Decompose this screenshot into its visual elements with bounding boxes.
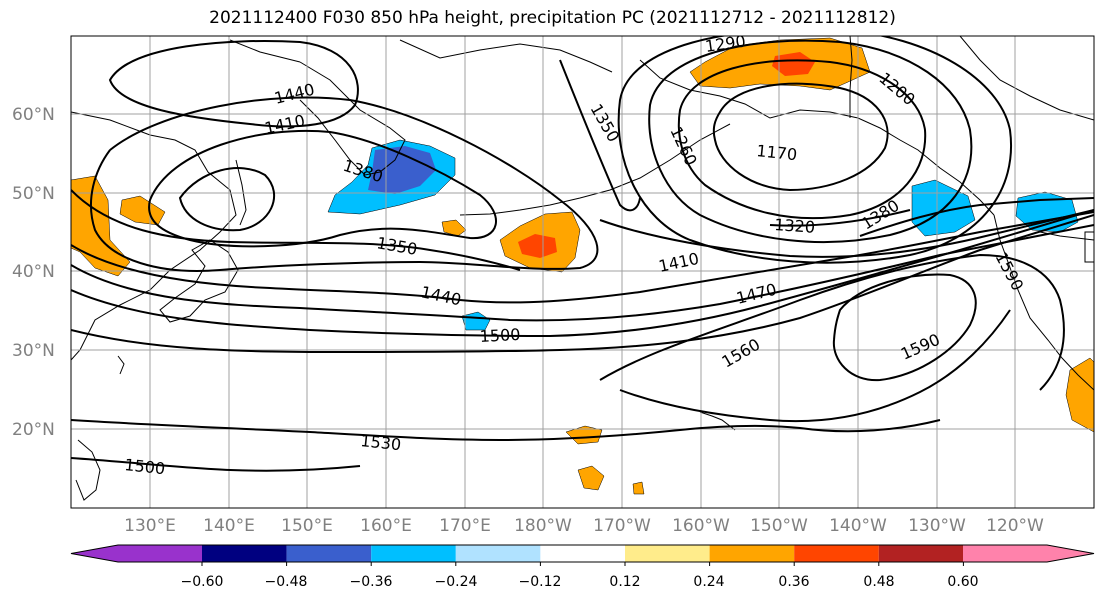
map-frame: [70, 35, 1095, 509]
colorbar-tick-label: −0.24: [435, 574, 478, 590]
lon-label: 150°W: [750, 516, 808, 536]
map-area: 1440 1410 1290 1350 1260 1200 1170 1380 …: [70, 31, 1095, 509]
coast-asia-east: [71, 111, 237, 361]
precip-tropical-2: [577, 465, 605, 491]
figure-title: 2021112400 F030 850 hPa height, precipit…: [209, 8, 896, 28]
precip-tropical-3: [632, 481, 645, 495]
coast-alaska: [639, 59, 995, 216]
coast-state-lines: [1084, 231, 1094, 263]
contour-1200: [677, 59, 927, 220]
lon-label: 140°E: [203, 516, 255, 536]
lon-label: 130°W: [908, 516, 966, 536]
contour-1440-asia: [89, 96, 599, 272]
contour-1500: [71, 209, 1094, 338]
contour-1350-ne: [559, 59, 641, 212]
lon-label: 160°E: [360, 516, 412, 536]
colorbar-tick-label: −0.60: [181, 574, 224, 590]
precip-central-red: [518, 234, 557, 258]
colorbar-ticks: −0.60 −0.48 −0.36 −0.24 −0.12 0.12 0.24 …: [181, 562, 979, 590]
lon-label: 180°W: [514, 516, 572, 536]
colorbar-tick-label: −0.12: [519, 574, 562, 590]
contour-1560: [599, 253, 1065, 391]
colorbar-swatch: [286, 545, 372, 562]
coast-okhotsk: [229, 39, 301, 63]
contour-low-asia: [178, 167, 276, 232]
colorbar-swatch: [540, 545, 625, 562]
lat-label: 50°N: [12, 184, 55, 204]
coast-siberia-ne: [399, 39, 613, 73]
contour-label: 1320: [774, 215, 816, 237]
coast-japan: [159, 239, 239, 323]
coast-alaska-north: [849, 36, 853, 118]
lon-label: 150°E: [281, 516, 333, 536]
coast-philippines: [75, 439, 101, 501]
contour-1560-south: [619, 309, 1011, 423]
precip-alaska-red: [772, 52, 815, 76]
lon-label: 170°E: [439, 516, 491, 536]
contour-low-alaska: [712, 82, 889, 192]
longitude-labels: 130°E 140°E 150°E 160°E 170°E 180°W 170°…: [124, 516, 1044, 536]
colorbar-swatch: [963, 545, 1094, 562]
contour-1380-east: [859, 197, 1094, 237]
precipitation-shading: [71, 37, 1094, 495]
coast-sakhalin: [235, 159, 247, 226]
precip-kamchatka-darkblue: [368, 146, 436, 194]
contour-1590: [832, 273, 977, 382]
contour-label: 1530: [360, 431, 402, 454]
lon-label: 160°W: [672, 516, 730, 536]
colorbar-tick-label: 0.48: [863, 574, 894, 590]
precip-mx-orange: [1065, 357, 1094, 433]
contour-low-far-north: [108, 40, 359, 128]
colorbar-tick-label: 0.12: [609, 574, 640, 590]
coast-na-west: [993, 214, 1094, 391]
contour-1470: [71, 224, 1094, 322]
colorbar-swatch: [709, 545, 795, 562]
contour-1260: [648, 39, 973, 244]
colorbar-swatches: [70, 544, 1095, 563]
contour-1320-east: [769, 209, 911, 227]
colorbar-tick-label: 0.24: [693, 574, 724, 590]
colorbar-swatch: [878, 545, 964, 562]
colorbar-tick-label: −0.48: [265, 574, 308, 590]
precip-small-orange-1: [441, 219, 467, 237]
colorbar: −0.60 −0.48 −0.36 −0.24 −0.12 0.12 0.24 …: [70, 544, 1095, 590]
coast-taiwan: [117, 355, 125, 375]
colorbar-tick-label: 0.60: [947, 574, 978, 590]
colorbar-swatch: [794, 545, 879, 562]
colorbar-swatch: [71, 545, 202, 562]
colorbar-tick-label: −0.36: [350, 574, 393, 590]
colorbar-swatch: [455, 545, 541, 562]
contour-label: 1170: [756, 141, 798, 164]
contour-label: 1500: [479, 325, 521, 346]
lon-label: 120°W: [986, 516, 1044, 536]
contour-1410-asia: [148, 129, 497, 248]
colorbar-swatch: [202, 545, 287, 562]
lon-label: 140°W: [829, 516, 887, 536]
contour-1500-south: [71, 457, 361, 472]
contour-1530-south: [71, 419, 941, 442]
coast-aleutians: [459, 123, 731, 216]
lon-label: 130°E: [124, 516, 176, 536]
contour-1350-asia: [71, 189, 521, 271]
lat-label: 20°N: [12, 420, 55, 440]
lat-label: 40°N: [12, 262, 55, 282]
contour-1410-ne: [599, 209, 1094, 258]
lat-label: 30°N: [12, 341, 55, 361]
contour-label: 1500: [124, 455, 166, 478]
latitude-labels: 60°N 50°N 40°N 30°N 20°N: [12, 105, 55, 440]
colorbar-swatch: [371, 545, 456, 562]
colorbar-outline: [70, 544, 1095, 563]
colorbar-tick-label: 0.36: [778, 574, 809, 590]
contour-label: 1290: [704, 31, 747, 55]
lat-label: 60°N: [12, 105, 55, 125]
lon-label: 170°W: [593, 516, 651, 536]
colorbar-swatch: [625, 545, 710, 562]
coast-hawaii: [699, 411, 736, 431]
coastlines: [71, 36, 1094, 501]
contour-1290: [617, 36, 1013, 264]
height-contours: [71, 36, 1094, 472]
